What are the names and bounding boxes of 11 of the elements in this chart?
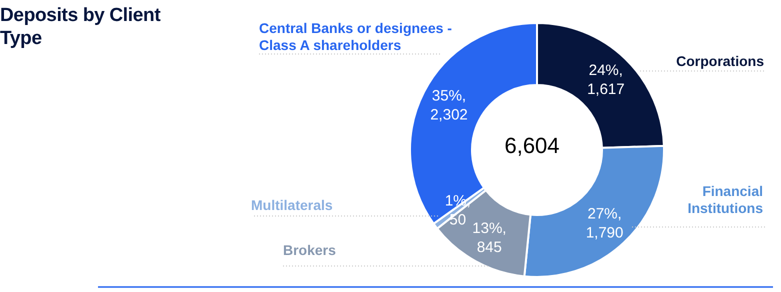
slice-label: Financial Institutions xyxy=(688,183,764,216)
slice-label: Multilaterals xyxy=(251,197,333,213)
data-label: 13%, 845 xyxy=(472,219,506,256)
text: 6,604 xyxy=(504,133,560,158)
data-label: 24%, 1,617 xyxy=(587,61,625,98)
text: Deposits by Client Type xyxy=(0,4,162,50)
data-label: 35%, 2,302 xyxy=(430,87,468,124)
slice-label: Central Banks or designees - Class A shareholders xyxy=(259,20,452,53)
data-label: 27%, 1,790 xyxy=(586,204,624,241)
slice-label: Corporations xyxy=(676,53,764,69)
slice-label: Brokers xyxy=(283,242,336,258)
